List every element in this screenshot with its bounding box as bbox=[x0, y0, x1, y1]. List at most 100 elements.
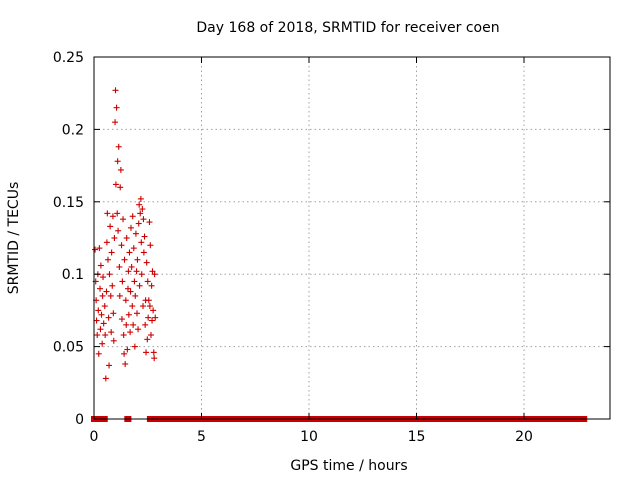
data-point bbox=[104, 210, 111, 217]
data-point bbox=[124, 346, 131, 353]
data-point bbox=[120, 332, 127, 339]
x-tick-label: 10 bbox=[300, 429, 318, 445]
data-point bbox=[150, 349, 157, 356]
data-point bbox=[145, 297, 152, 304]
data-point bbox=[134, 310, 140, 317]
x-tick-label: 20 bbox=[515, 429, 533, 445]
y-tick-label: 0.15 bbox=[53, 195, 84, 211]
data-point bbox=[143, 259, 150, 266]
data-point bbox=[147, 332, 154, 339]
data-point bbox=[137, 210, 144, 217]
data-point bbox=[111, 235, 118, 241]
data-point bbox=[149, 317, 156, 324]
data-point bbox=[108, 329, 115, 336]
data-point bbox=[106, 271, 113, 278]
data-point bbox=[125, 311, 132, 318]
data-point bbox=[136, 201, 143, 208]
data-point bbox=[135, 326, 142, 333]
data-point bbox=[113, 104, 120, 111]
data-point bbox=[123, 321, 130, 328]
data-point bbox=[101, 303, 108, 310]
data-point bbox=[132, 230, 139, 237]
data-point bbox=[129, 303, 136, 310]
data-point bbox=[115, 227, 122, 234]
data-point bbox=[92, 246, 99, 253]
data-point bbox=[110, 310, 117, 317]
data-point bbox=[141, 233, 148, 240]
data-point bbox=[124, 285, 131, 292]
data-points bbox=[91, 87, 588, 422]
data-point bbox=[119, 278, 126, 285]
data-point bbox=[126, 249, 133, 256]
data-point bbox=[116, 292, 123, 299]
data-point bbox=[123, 235, 130, 241]
data-point bbox=[117, 184, 124, 191]
data-point bbox=[127, 329, 134, 336]
data-point bbox=[136, 282, 143, 289]
data-point bbox=[97, 326, 104, 333]
axis-ticks: 0 5 10 15 20 0 0.05 0.1 0.15 0.2 0.25 bbox=[53, 50, 610, 445]
x-tick-label: 15 bbox=[408, 429, 426, 445]
data-point bbox=[115, 143, 122, 150]
data-point bbox=[122, 360, 129, 367]
data-point bbox=[103, 239, 110, 246]
data-point bbox=[93, 317, 100, 324]
data-point bbox=[131, 343, 138, 350]
plot-frame bbox=[93, 56, 611, 420]
data-point bbox=[99, 340, 106, 347]
y-tick-label: 0.05 bbox=[53, 340, 84, 356]
data-point bbox=[142, 321, 149, 328]
data-point bbox=[148, 282, 155, 289]
data-point bbox=[112, 181, 119, 188]
data-point bbox=[109, 282, 116, 289]
data-point bbox=[99, 292, 106, 299]
data-point bbox=[117, 166, 124, 173]
x-tick-label: 0 bbox=[90, 429, 99, 445]
data-point bbox=[100, 274, 107, 281]
data-point bbox=[138, 271, 145, 278]
data-point bbox=[114, 158, 121, 165]
data-point bbox=[97, 285, 104, 292]
y-tick-label: 0.25 bbox=[53, 50, 84, 66]
data-point bbox=[120, 216, 127, 223]
data-point bbox=[110, 337, 117, 344]
y-axis-label: SRMTID / TECUs bbox=[6, 182, 22, 295]
data-point bbox=[106, 362, 113, 369]
data-point bbox=[127, 288, 134, 295]
data-point bbox=[146, 219, 153, 226]
data-point bbox=[107, 292, 114, 299]
data-point bbox=[134, 256, 141, 263]
data-point bbox=[130, 245, 137, 252]
data-point bbox=[143, 349, 150, 356]
data-point bbox=[130, 321, 137, 328]
data-point bbox=[128, 263, 135, 270]
data-point bbox=[145, 314, 152, 321]
data-point bbox=[137, 195, 144, 202]
data-point bbox=[102, 375, 109, 382]
y-tick-label: 0.1 bbox=[62, 267, 84, 283]
data-point bbox=[140, 249, 147, 256]
data-point bbox=[140, 303, 147, 310]
data-point bbox=[129, 213, 136, 220]
data-point bbox=[132, 292, 139, 299]
data-point bbox=[108, 249, 115, 256]
data-point bbox=[114, 210, 121, 217]
grid-lines bbox=[94, 57, 610, 419]
x-tick-label: 5 bbox=[197, 429, 206, 445]
data-point bbox=[152, 314, 159, 321]
data-point bbox=[127, 224, 134, 231]
data-point bbox=[97, 262, 104, 269]
data-point bbox=[139, 206, 146, 213]
data-point bbox=[147, 242, 154, 249]
data-point bbox=[100, 320, 107, 327]
data-point bbox=[107, 223, 114, 230]
data-point bbox=[103, 288, 110, 295]
data-point bbox=[135, 220, 142, 227]
data-point bbox=[133, 268, 140, 275]
data-point bbox=[150, 307, 157, 314]
chart-title: Day 168 of 2018, SRMTID for receiver coe… bbox=[196, 20, 499, 36]
data-point bbox=[131, 278, 138, 285]
data-point bbox=[94, 332, 101, 339]
